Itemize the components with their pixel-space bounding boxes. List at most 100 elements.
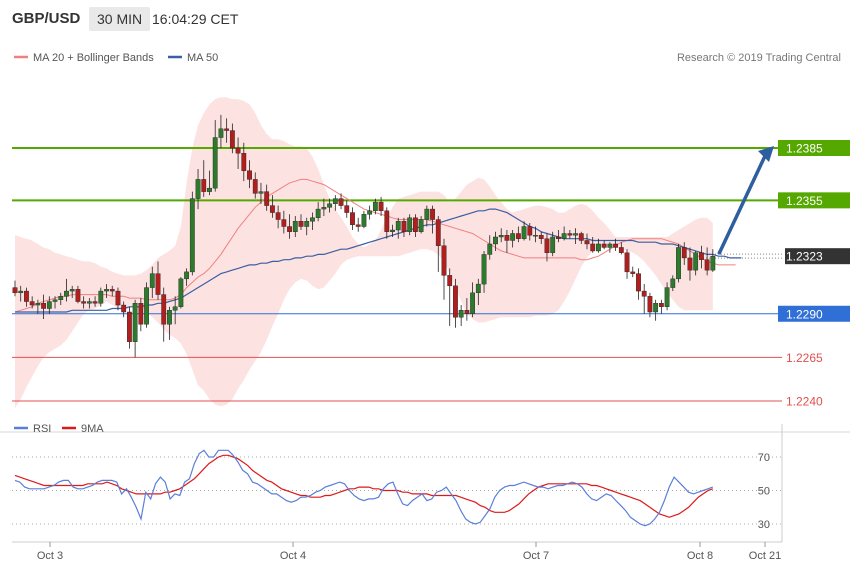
candle-body	[413, 217, 418, 232]
candle-body	[172, 306, 178, 311]
candle-body	[670, 278, 676, 288]
candle-body	[567, 233, 573, 236]
candle-body	[275, 212, 281, 220]
candle-body	[207, 187, 212, 192]
candle-body	[258, 191, 264, 194]
time-label-Oct-8: Oct 8	[687, 550, 713, 562]
candle-body	[573, 233, 578, 236]
candle-body	[447, 275, 453, 287]
candle-body	[636, 273, 641, 292]
price-label-1.2323-bg	[785, 248, 850, 265]
candle-body	[464, 310, 470, 314]
candle-body	[350, 212, 355, 225]
candle-body	[201, 179, 207, 192]
candle-body	[52, 299, 58, 302]
bollinger-band-area	[15, 97, 713, 409]
candle-body	[69, 289, 75, 292]
candle-body	[155, 273, 161, 295]
candle-body	[550, 236, 556, 253]
legend-9ma-label: 9MA	[81, 423, 104, 435]
candle-body	[372, 201, 378, 212]
candle-body	[298, 221, 304, 227]
candle-body	[92, 301, 98, 304]
candle-body	[538, 235, 544, 239]
candle-body	[704, 259, 710, 271]
candle-body	[167, 310, 172, 325]
candle-body	[109, 289, 115, 292]
candle-body	[12, 287, 18, 294]
candle-body	[699, 252, 704, 260]
candle-body	[613, 243, 619, 248]
legend-ma50-label: MA 50	[187, 52, 218, 64]
price-label-1.2290-bg	[778, 305, 850, 322]
candle-body	[270, 205, 275, 213]
candle-body	[355, 224, 361, 227]
candle-body	[487, 243, 493, 255]
candle-body	[401, 221, 407, 232]
candle-body	[138, 303, 144, 325]
candle-body	[229, 130, 235, 149]
candle-body	[630, 271, 636, 274]
legend-ma20-label: MA 20 + Bollinger Bands	[33, 52, 154, 64]
candle-body	[641, 290, 647, 297]
candle-body	[681, 247, 687, 259]
candle-body	[344, 205, 350, 213]
candle-body	[235, 147, 241, 154]
forecast-arrow-shaft	[717, 155, 767, 255]
candle-body	[521, 226, 527, 239]
candle-body	[407, 217, 413, 232]
candle-body	[98, 290, 104, 304]
candle-body	[481, 254, 487, 285]
candle-body	[218, 128, 224, 138]
candle-body	[378, 201, 384, 212]
candle-body	[104, 289, 109, 292]
candle-body	[75, 289, 81, 302]
candle-body	[544, 238, 550, 253]
timestamp-label: 16:04:29 CET	[152, 11, 239, 27]
candle-body	[252, 179, 258, 194]
time-label-Oct-21: Oct 21	[749, 550, 781, 562]
candle-body	[292, 221, 298, 232]
candle-body	[687, 257, 693, 271]
candle-body	[607, 243, 613, 248]
rsi-line	[14, 449, 714, 527]
candle-body	[498, 235, 504, 238]
candle-body	[115, 290, 121, 306]
candle-body	[121, 304, 127, 313]
candle-body	[533, 235, 538, 237]
candle-body	[195, 179, 201, 199]
candle-body	[601, 243, 607, 248]
candle-body	[556, 236, 561, 239]
candle-body	[430, 208, 435, 220]
candle-body	[241, 153, 247, 171]
time-label-Oct-4: Oct 4	[280, 550, 306, 562]
candle-body	[58, 296, 64, 300]
candle-body	[18, 290, 24, 294]
time-label-Oct-3: Oct 3	[37, 550, 63, 562]
rsi-tick-30: 30	[758, 519, 770, 531]
candle-body	[41, 303, 47, 309]
price-label-1.2385-bg	[778, 140, 850, 156]
candle-body	[126, 311, 132, 342]
candle-body	[178, 278, 184, 307]
candle-body	[578, 233, 584, 241]
candle-body	[453, 285, 458, 318]
timeframe-button[interactable]: 30 MIN	[89, 7, 151, 31]
candle-body	[184, 271, 189, 280]
candle-body	[46, 301, 52, 309]
candle-body	[29, 301, 35, 306]
price-label-1.2240: 1.2240	[786, 395, 823, 409]
candle-body	[24, 290, 29, 302]
rsi-9ma-line	[14, 454, 714, 518]
candle-body	[653, 303, 659, 313]
candle-body	[647, 296, 653, 313]
candle-body	[264, 191, 270, 206]
candle-body	[212, 137, 218, 189]
candle-body	[493, 236, 498, 245]
candle-body	[304, 221, 310, 227]
candle-body	[693, 252, 699, 271]
candle-body	[281, 219, 287, 227]
candle-body	[35, 303, 41, 306]
candle-body	[149, 273, 155, 288]
